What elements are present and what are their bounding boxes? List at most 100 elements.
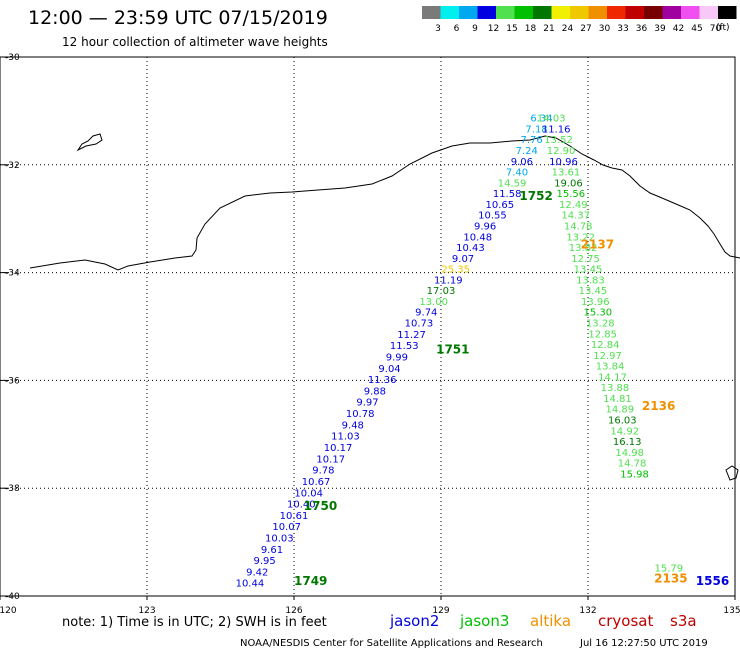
wave-height-label: 12.75 xyxy=(571,254,600,265)
wave-height-label: 10.44 xyxy=(236,578,265,589)
wave-height-label: 9.74 xyxy=(415,308,437,319)
wave-height-label: 10.48 xyxy=(463,232,492,243)
color-scale-label: 3 xyxy=(435,24,441,34)
wave-height-label: 15.79 xyxy=(655,564,684,575)
lon-tick-label: 135 xyxy=(723,606,740,616)
coastline xyxy=(29,135,740,271)
track-time-label: 1752 xyxy=(519,189,552,203)
wave-height-label: 10.40 xyxy=(287,500,316,511)
wave-height-label: 9.42 xyxy=(246,568,268,579)
wave-height-label: 10.03 xyxy=(265,534,294,545)
wave-height-label: 14.37 xyxy=(561,211,590,222)
satellite-legend: jason2 jason3 altika cryosat s3a xyxy=(389,612,697,630)
wave-height-label: 9.61 xyxy=(261,545,283,556)
satellite-jason3: jason3 xyxy=(459,612,509,630)
wave-height-label: 9.96 xyxy=(474,221,496,232)
color-swatch xyxy=(607,6,626,19)
color-scale-label: 6 xyxy=(454,24,460,34)
color-swatch xyxy=(681,6,700,19)
wave-height-label: 13.45 xyxy=(579,286,608,297)
wave-height-label: 9.06 xyxy=(511,157,533,168)
color-scale-label: 33 xyxy=(617,24,628,34)
map-title: 12:00 — 23:59 UTC 07/15/2019 xyxy=(28,7,328,29)
wave-height-label: 9.95 xyxy=(253,556,275,567)
wave-height-label: 15.98 xyxy=(620,469,649,480)
altimeter-tracks: 10.449.429.959.6110.0310.0710.6110.4010.… xyxy=(236,114,730,590)
wave-height-label: 13.84 xyxy=(596,362,625,373)
color-scale-label: 36 xyxy=(636,24,648,34)
wave-height-label: 14.89 xyxy=(606,405,635,416)
color-swatch xyxy=(662,6,681,19)
wave-height-label: 10.65 xyxy=(485,200,514,211)
color-scale-unit: (ft) xyxy=(716,23,730,33)
wave-height-label: 13.61 xyxy=(552,168,581,179)
track-time-label: 2136 xyxy=(642,399,675,413)
color-swatch xyxy=(440,6,459,19)
wave-height-label: 10.78 xyxy=(346,409,375,420)
color-scale-label: 30 xyxy=(599,24,611,34)
color-scale-label: 45 xyxy=(691,24,702,34)
legend-note: note: 1) Time is in UTC; 2) SWH is in fe… xyxy=(62,615,327,630)
wave-height-label: 13.45 xyxy=(574,265,603,276)
wave-height-label: 13.22 xyxy=(566,232,595,243)
wave-height-label: 10.55 xyxy=(478,211,507,222)
track-1750: 1750 xyxy=(304,499,337,513)
color-scale-label: 70 xyxy=(710,24,722,34)
wave-height-label: 13.83 xyxy=(576,275,605,286)
wave-height-label: 9.88 xyxy=(364,386,386,397)
wave-height-label: 7.18 xyxy=(525,124,547,135)
wave-height-label: 12.49 xyxy=(559,200,588,211)
track-2137: 14.0311.1613.5212.9010.9613.6119.0615.56… xyxy=(537,114,614,287)
wave-height-label: 11.03 xyxy=(331,432,360,443)
wave-height-label: 11.16 xyxy=(542,124,571,135)
lon-tick-label: 129 xyxy=(432,606,449,616)
wave-height-label: 25.35 xyxy=(441,265,470,276)
wave-height-label: 11.53 xyxy=(390,341,419,352)
wave-height-label: 13.52 xyxy=(544,135,573,146)
wave-height-label: 11.36 xyxy=(368,375,397,386)
lon-tick-label: 126 xyxy=(285,606,302,616)
wave-height-label: 14.78 xyxy=(564,221,593,232)
track-time-label: 2137 xyxy=(581,237,614,251)
wave-height-label: 14.17 xyxy=(598,372,627,383)
satellite-altika: altika xyxy=(530,612,571,630)
wave-height-label: 7.40 xyxy=(506,168,528,179)
wave-height-label: 16.03 xyxy=(608,416,637,427)
map-frame: 120 123 126 129 132 135 -30 -32 -34 -36 -38 -40 xyxy=(0,53,740,616)
color-swatch xyxy=(422,6,441,19)
wave-height-label: 14.92 xyxy=(610,426,639,437)
wave-height-label: 14.78 xyxy=(618,459,647,470)
track-time-label: 1750 xyxy=(304,499,337,513)
color-swatch xyxy=(551,6,570,19)
color-scale: 3 6 9 12 15 18 21 24 27 30 33 36 39 42 45 70 xyxy=(422,6,737,34)
color-swatch xyxy=(514,6,533,19)
color-swatch xyxy=(588,6,607,19)
color-swatch xyxy=(718,6,737,19)
wave-height-label: 10.73 xyxy=(405,319,434,330)
satellite-cryosat: cryosat xyxy=(598,612,653,630)
map-subtitle: 12 hour collection of altimeter wave hei… xyxy=(62,35,328,49)
wave-height-label: 12.97 xyxy=(593,351,622,362)
color-scale-label: 21 xyxy=(543,24,554,34)
island-east xyxy=(725,465,739,481)
color-scale-label: 9 xyxy=(472,24,478,34)
wave-height-label: 14.98 xyxy=(615,448,644,459)
lat-tick-label: -36 xyxy=(5,376,20,386)
satellite-jason2: jason2 xyxy=(389,612,439,630)
track-time-label: 1556 xyxy=(696,574,729,588)
track-1749: 10.449.429.959.6110.0310.0710.6110.4010.… xyxy=(236,330,426,589)
wave-height-label: 13.28 xyxy=(586,319,615,330)
wave-height-label: 11.58 xyxy=(493,189,522,200)
color-swatch xyxy=(477,6,496,19)
lat-tick-label: -34 xyxy=(5,269,20,279)
wave-height-label: 10.17 xyxy=(316,454,345,465)
wave-height-label: 19.06 xyxy=(554,178,583,189)
wave-height-label: 9.04 xyxy=(378,364,400,375)
track-1556: 1556 xyxy=(696,574,729,588)
color-scale-label: 39 xyxy=(654,24,666,34)
color-scale-label: 27 xyxy=(580,24,591,34)
wave-height-label: 9.99 xyxy=(386,352,408,363)
footer-credit: NOAA/NESDIS Center for Satellite Applica… xyxy=(240,638,543,649)
